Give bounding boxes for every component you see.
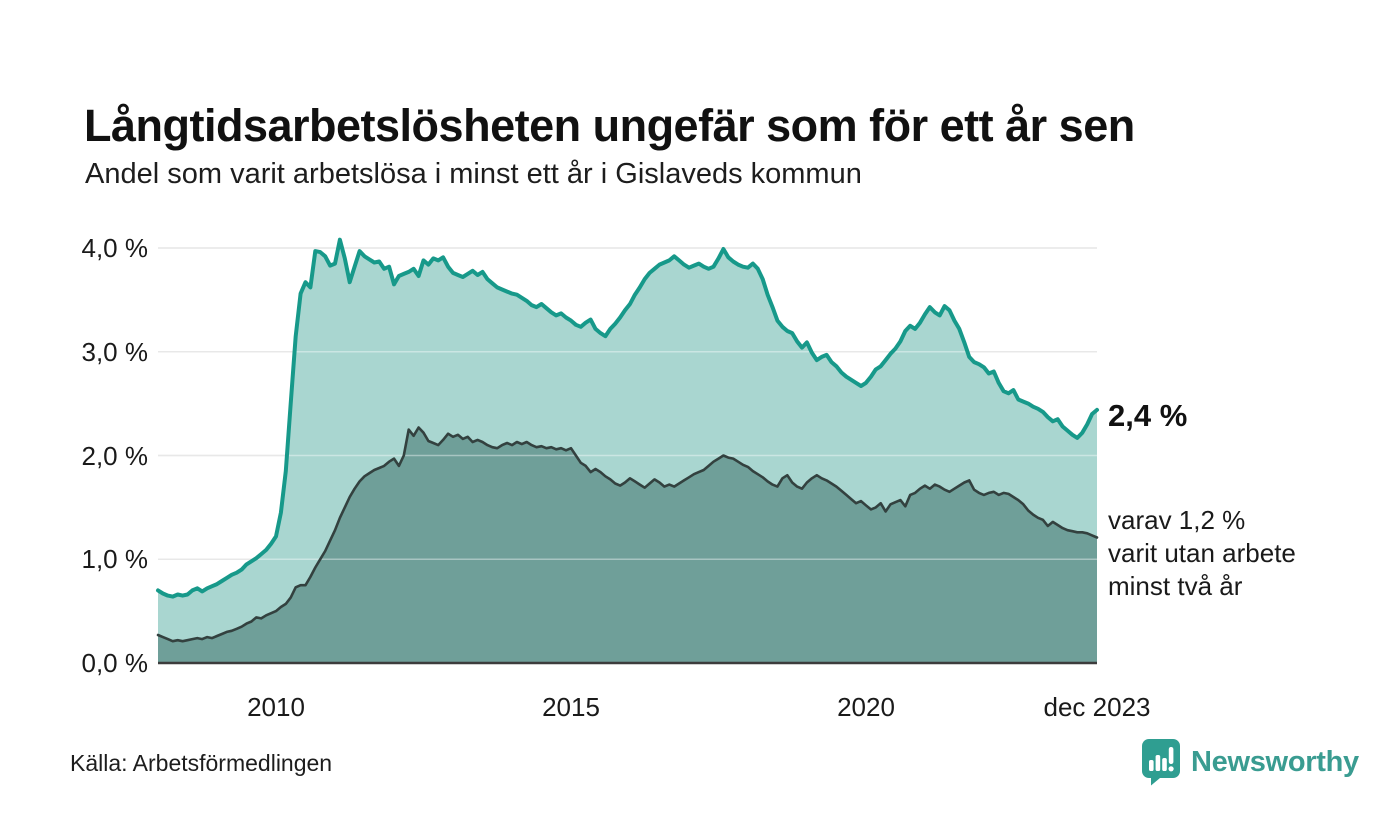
x-axis-tick-label: 2010 xyxy=(247,692,305,722)
newsworthy-logo: Newsworthy xyxy=(1140,738,1359,787)
newsworthy-logo-icon xyxy=(1142,739,1180,786)
x-axis-tick-label: dec 2023 xyxy=(1043,692,1151,722)
page-subtitle: Andel som varit arbetslösa i minst ett å… xyxy=(85,158,862,190)
end-value-label: 2,4 % xyxy=(1108,398,1188,433)
line-unemployed-one-year xyxy=(156,237,1099,599)
end-sub-line-2: varit utan arbete xyxy=(1108,538,1296,568)
x-axis-tick-label: 2020 xyxy=(837,692,895,722)
x-axis-tick-label: 2015 xyxy=(542,692,600,722)
y-axis-tick-label: 0,0 % xyxy=(81,648,149,678)
page-title: Långtidsarbetslösheten ungefär som för e… xyxy=(84,100,1135,152)
end-sub-label: varav 1,2 % varit utan arbete minst två … xyxy=(1108,504,1296,603)
gridlines-overlay xyxy=(158,247,1097,561)
area-unemployed-two-years xyxy=(158,427,1097,663)
y-axis-tick-label: 2,0 % xyxy=(81,440,149,471)
line-unemployed-two-years xyxy=(156,426,1099,643)
y-axis-tick-label: 1,0 % xyxy=(81,544,149,575)
y-axis-tick-label: 3,0 % xyxy=(81,336,149,367)
newsworthy-logo-text: Newsworthy xyxy=(1191,746,1359,778)
end-sub-line-3: minst två år xyxy=(1108,571,1243,601)
source-attribution: Källa: Arbetsförmedlingen xyxy=(70,750,333,776)
end-sub-line-1: varav 1,2 % xyxy=(1108,505,1246,535)
y-axis-tick-label: 4,0 % xyxy=(81,233,149,263)
